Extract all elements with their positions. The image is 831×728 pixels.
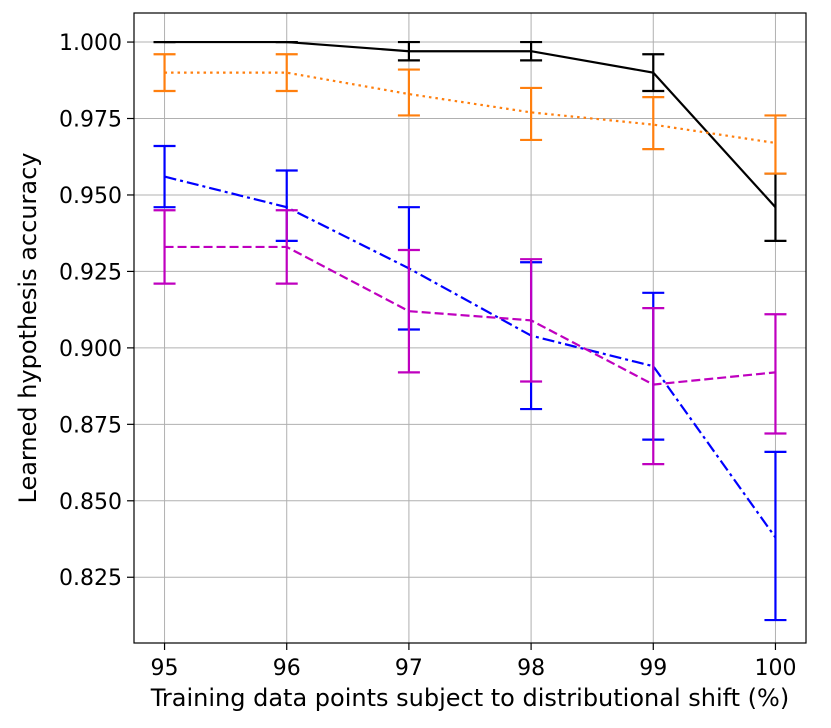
y-tick-label: 0.850 — [59, 490, 122, 515]
series-line-3 — [164, 175, 777, 539]
x-axis-label: Training data points subject to distribu… — [150, 684, 789, 712]
error-bars — [153, 40, 787, 622]
y-tick-label: 0.975 — [59, 108, 122, 133]
y-tick-label: 0.825 — [59, 566, 122, 591]
series-lines — [164, 40, 777, 539]
series-line-4 — [164, 245, 776, 386]
series-line-1 — [164, 40, 777, 208]
y-tick-label: 0.875 — [59, 413, 122, 438]
grid-lines — [134, 13, 806, 643]
plot-area-frame — [133, 12, 807, 644]
y-axis-label: Learned hypothesis accuracy — [14, 152, 42, 503]
y-tick-label: 1.000 — [59, 31, 122, 56]
y-tick-label: 0.925 — [59, 260, 122, 285]
x-tick-label: 95 — [151, 656, 179, 681]
x-tick-label: 100 — [754, 656, 796, 681]
y-tick-label: 0.950 — [59, 184, 122, 209]
x-tick-label: 96 — [273, 656, 301, 681]
y-tick-label: 0.900 — [59, 337, 122, 362]
x-tick-label: 99 — [639, 656, 667, 681]
axis-ticks: 95 96 97 98 99 100 0.825 0.850 0.875 0.900 0.925 0.… — [59, 31, 796, 681]
x-tick-label: 98 — [517, 656, 545, 681]
x-tick-label: 97 — [395, 656, 423, 681]
